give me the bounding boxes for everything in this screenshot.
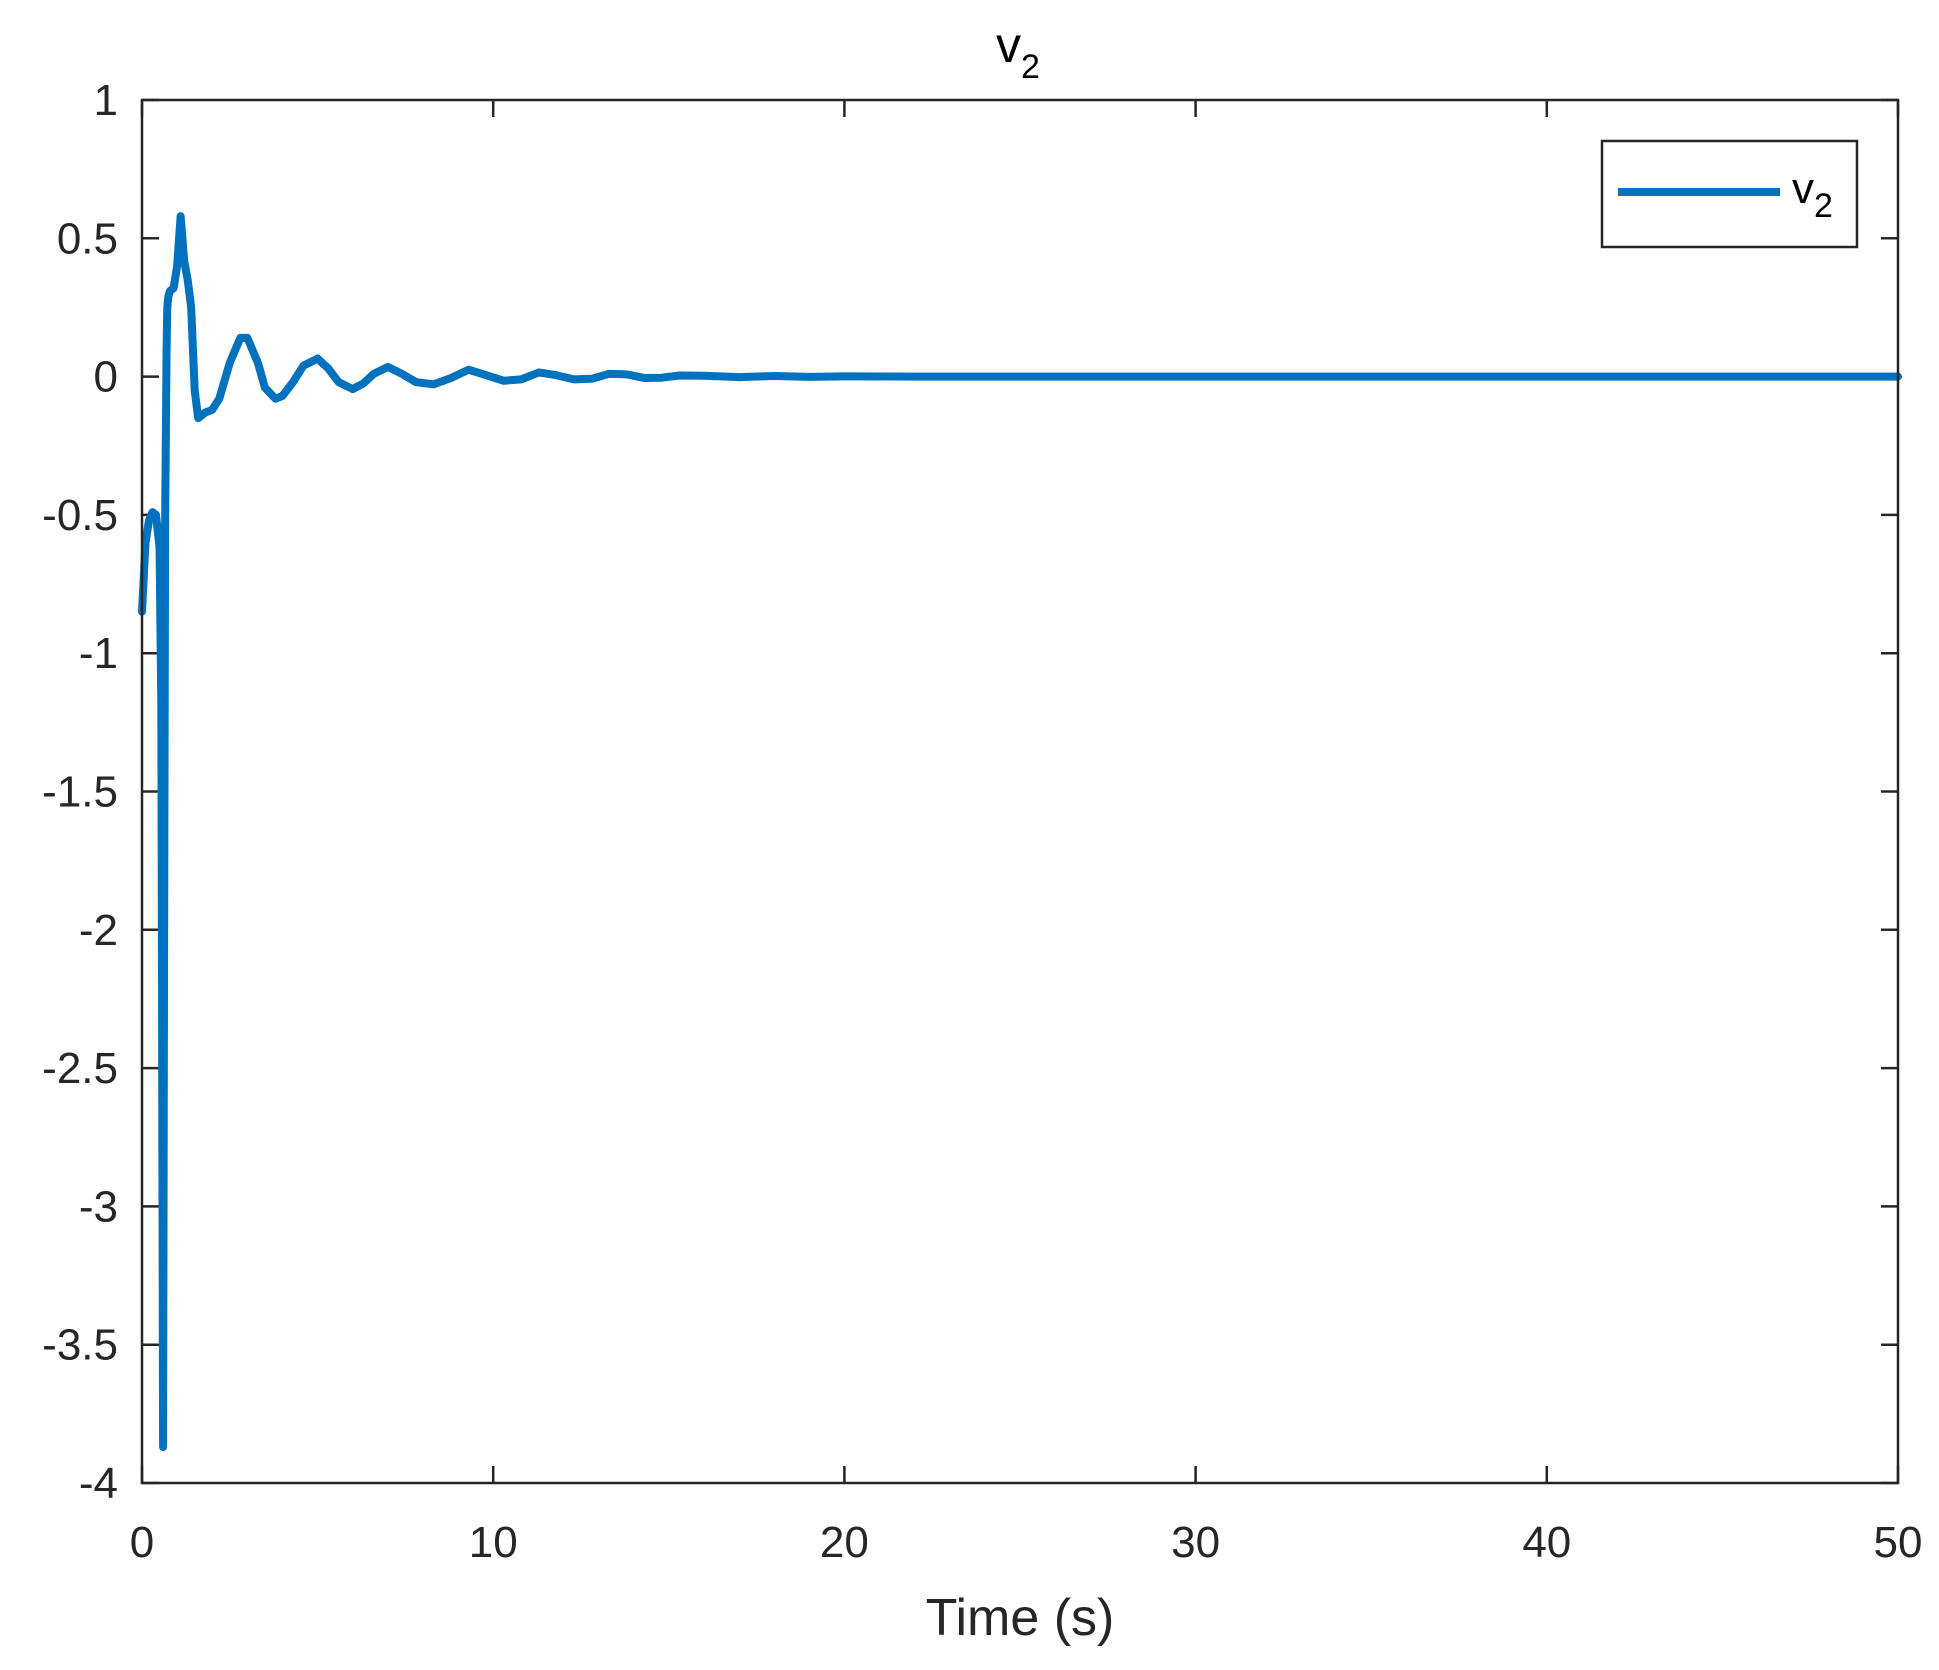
chart-title-base: v — [996, 17, 1021, 73]
legend-label-v2: v2 — [1792, 164, 1833, 225]
y-tick-label: -0.5 — [42, 491, 118, 540]
x-axis-title: Time (s) — [926, 1589, 1115, 1647]
x-tick-label: 10 — [469, 1518, 518, 1567]
legend-label-base: v — [1792, 164, 1814, 213]
y-tick-labels: 1 0.5 0 -0.5 -1 -1.5 -2 -2.5 -3 -3.5 -4 — [42, 76, 118, 1508]
y-tick-label: -3 — [79, 1182, 118, 1231]
y-tick-label: 1 — [94, 76, 118, 125]
y-tick-label: -2.5 — [42, 1044, 118, 1093]
x-tick-label: 50 — [1874, 1518, 1923, 1567]
series-layer — [138, 212, 1902, 1452]
y-tick-label: 0.5 — [57, 214, 118, 263]
legend-label-subscript: 2 — [1814, 187, 1833, 225]
x-tick-labels: 0 10 20 30 40 50 — [130, 1518, 1923, 1567]
x-tick-label: 30 — [1171, 1518, 1220, 1567]
plot-background — [142, 100, 1898, 1483]
x-tick-label: 40 — [1522, 1518, 1571, 1567]
y-tick-label: -1.5 — [42, 768, 118, 817]
plot-area — [142, 100, 1898, 1483]
axes-box — [140, 98, 1900, 1485]
x-tick-label: 20 — [820, 1518, 869, 1567]
axis-ticks — [140, 98, 1900, 1485]
svg-text:v2: v2 — [996, 17, 1040, 86]
x-tick-label: 0 — [130, 1518, 154, 1567]
y-tick-label: 0 — [94, 353, 118, 402]
y-tick-label: -4 — [79, 1459, 118, 1508]
legend: v2 — [1600, 139, 1859, 249]
chart-title-subscript: 2 — [1021, 48, 1040, 86]
y-tick-label: -1 — [79, 629, 118, 678]
y-tick-label: -3.5 — [42, 1321, 118, 1370]
y-tick-label: -2 — [79, 906, 118, 955]
series-line-v2 — [138, 212, 1902, 1452]
chart-title: v2 — [996, 17, 1040, 86]
